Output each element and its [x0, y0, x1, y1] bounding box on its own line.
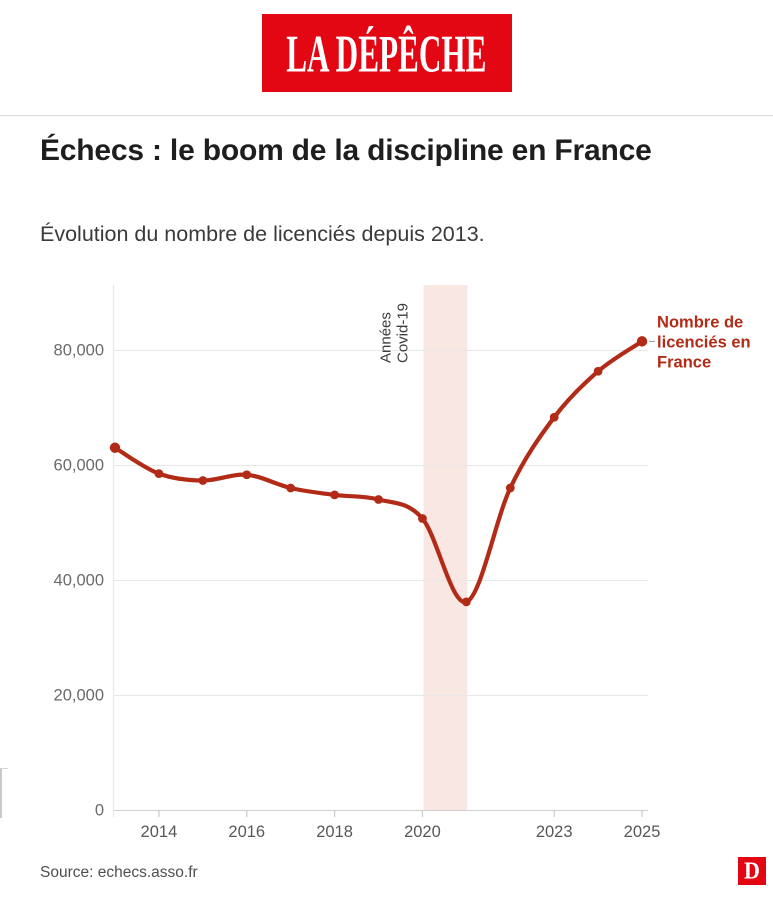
data-point [636, 336, 648, 347]
x-axis-label: 2018 [316, 823, 353, 841]
footer-d-logo: D [738, 857, 766, 885]
y-axis-label: 80,000 [54, 342, 104, 360]
la-depeche-logo: LA DÉPÊCHE [261, 14, 512, 92]
page-subtitle: Évolution du nombre de licenciés depuis … [40, 222, 485, 246]
footer-d-logo-letter: D [744, 856, 760, 885]
data-point [330, 490, 339, 500]
data-point [198, 476, 208, 485]
x-axis-label: 2023 [536, 823, 573, 841]
data-point [154, 469, 164, 479]
data-point [374, 495, 383, 504]
screen-edge-artifact [0, 768, 8, 818]
x-axis-label: 2025 [624, 823, 661, 841]
y-axis-label: 20,000 [54, 687, 104, 705]
y-axis-label: 0 [95, 802, 104, 820]
la-depeche-logo-text: LA DÉPÊCHE [286, 23, 487, 83]
data-point [593, 366, 603, 376]
series-label: Nombre de licenciés en France [657, 313, 751, 371]
y-axis-label: 60,000 [54, 457, 104, 475]
data-point [549, 412, 559, 422]
series-line [112, 339, 645, 605]
data-point [418, 514, 427, 523]
covid-band [423, 285, 468, 810]
covid-annotation: AnnéesCovid-19 [377, 303, 411, 363]
data-point [109, 442, 121, 453]
source-caption: Source: echecs.asso.fr [40, 864, 198, 881]
x-axis-label: 2020 [404, 823, 441, 841]
page-title: Échecs : le boom de la discipline en Fra… [40, 134, 652, 167]
x-axis-label: 2014 [141, 823, 178, 841]
x-axis-label: 2016 [228, 823, 265, 841]
line-chart: 0 20,000 40,000 60,000 80,000 2014 2016 2018 202… [54, 285, 751, 841]
header-divider [0, 115, 773, 116]
y-axis-label: 40,000 [54, 572, 104, 590]
data-point [242, 470, 252, 480]
data-point [286, 483, 296, 493]
data-point [505, 483, 515, 493]
data-point [461, 597, 471, 607]
